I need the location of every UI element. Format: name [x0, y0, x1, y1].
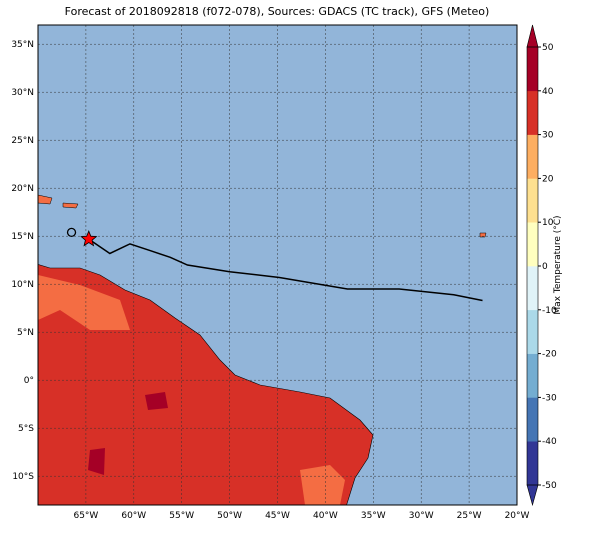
- colorbar-tick-label: 30: [542, 131, 554, 141]
- colorbar-tick-label: -50: [542, 481, 557, 491]
- colorbar-band: [527, 266, 538, 311]
- x-tick-label: 45°W: [265, 511, 290, 521]
- storm-track: [88, 238, 483, 302]
- colorbar-band: [527, 309, 538, 354]
- past-position: [66, 227, 77, 238]
- colorbar-band: [527, 353, 538, 398]
- y-tick-label: 20°N: [11, 184, 34, 194]
- x-tick-label: 30°W: [409, 511, 434, 521]
- colorbar-tick-label: 50: [542, 43, 554, 53]
- colorbar-tick-label: -40: [542, 437, 557, 447]
- y-tick-label: 10°S: [12, 472, 34, 482]
- x-tick-label: 65°W: [73, 511, 98, 521]
- colorbar-extend-bottom: [526, 484, 539, 507]
- colorbar-tick-label: 40: [542, 87, 554, 97]
- colorbar-tick-label: -10: [542, 306, 557, 316]
- x-tick-label: 25°W: [457, 511, 482, 521]
- caribbean-islands: [38, 194, 79, 209]
- chart-title: Forecast of 2018092818 (f072-078), Sourc…: [65, 5, 490, 18]
- colorbar-tick-label: -30: [542, 393, 557, 403]
- x-tick-label: 35°W: [361, 511, 386, 521]
- y-tick-label: 30°N: [11, 88, 34, 98]
- y-tick-label: 25°N: [11, 136, 34, 146]
- colorbar-tick-label: 0: [542, 262, 548, 272]
- warm-patch: [38, 275, 130, 330]
- island: [479, 232, 487, 238]
- colorbar-band: [527, 441, 538, 486]
- x-tick-label: 50°W: [217, 511, 242, 521]
- colorbar-band: [527, 134, 538, 179]
- land: [38, 194, 487, 505]
- colorbar-band: [527, 90, 538, 135]
- x-tick-label: 20°W: [505, 511, 530, 521]
- x-tick-label: 60°W: [121, 511, 146, 521]
- colorbar-extend-top: [526, 24, 539, 48]
- current-position: [80, 230, 98, 247]
- hot-patch: [88, 448, 105, 475]
- x-tick-label: 40°W: [313, 511, 338, 521]
- colorbar-band: [527, 397, 538, 442]
- y-tick-label: 5°N: [17, 328, 34, 338]
- colorbar-band: [527, 178, 538, 223]
- colorbar-band: [527, 222, 538, 267]
- colorbar-tick-label: 20: [542, 174, 554, 184]
- y-tick-label: 0°: [24, 376, 34, 386]
- y-tick-label: 5°S: [18, 424, 34, 434]
- y-tick-label: 10°N: [11, 280, 34, 290]
- map-frame: [37, 24, 518, 506]
- hot-patch: [145, 392, 168, 410]
- x-tick-label: 55°W: [169, 511, 194, 521]
- colorbar-tick-label: -20: [542, 350, 557, 360]
- y-tick-label: 15°N: [11, 232, 34, 242]
- colorbar-band: [527, 47, 538, 92]
- warm-patch: [300, 465, 345, 505]
- colorbar-label: Max Temperature (°C): [553, 215, 563, 314]
- y-tick-label: 35°N: [11, 40, 34, 50]
- colorbar-tick-label: 10: [542, 218, 554, 228]
